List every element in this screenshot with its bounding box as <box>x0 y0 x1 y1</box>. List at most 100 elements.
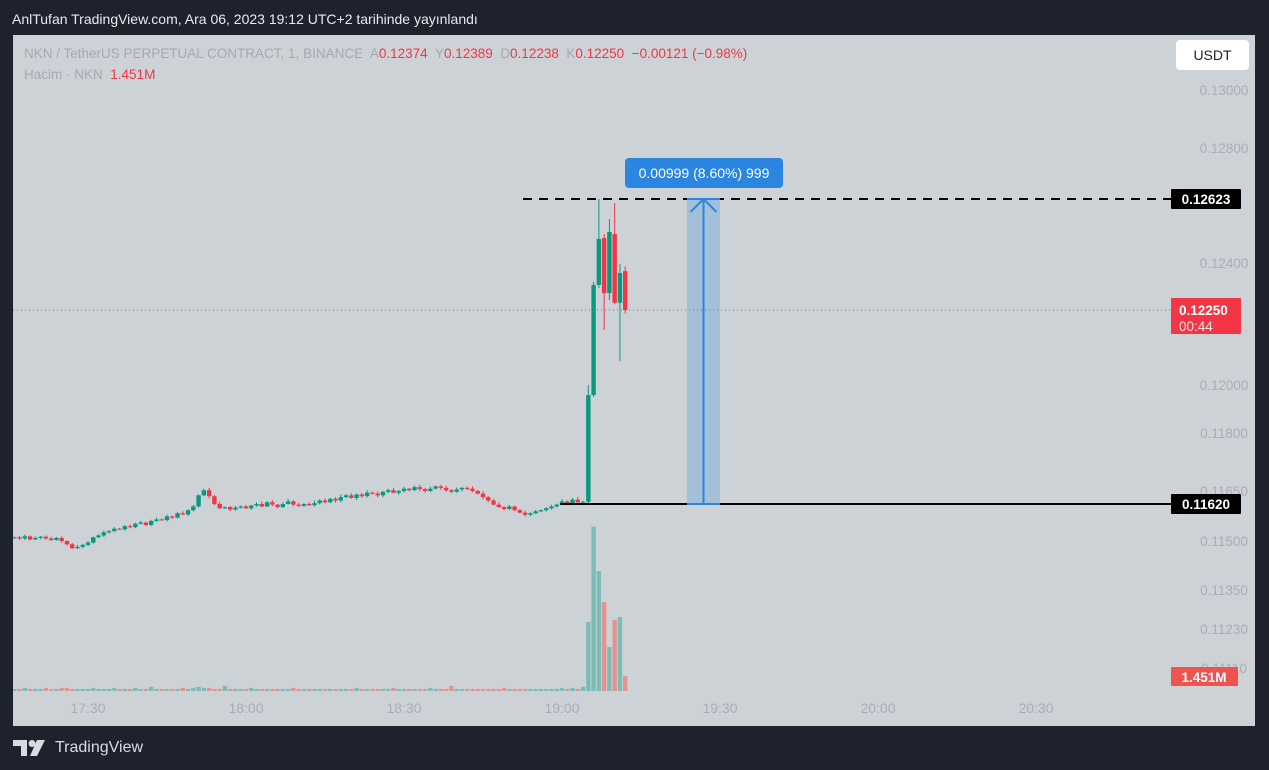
volume-bar <box>48 688 54 691</box>
y-tick-label: 0.12800 <box>1200 141 1249 156</box>
candle-body <box>349 495 354 498</box>
volume-bar <box>570 687 575 691</box>
volume-bar <box>396 688 401 691</box>
volume-bar <box>27 688 33 691</box>
candle-body <box>106 531 112 533</box>
volume-bar <box>264 688 270 691</box>
candle-body <box>601 238 607 294</box>
volume-bar <box>612 619 617 691</box>
candle-body <box>396 491 401 493</box>
volume-bar <box>122 688 128 691</box>
volume-bar <box>175 688 180 691</box>
candle-body <box>122 526 128 530</box>
candle-body <box>533 511 538 514</box>
price-label-box <box>1171 189 1241 209</box>
y-tick-label: 0.13000 <box>1200 83 1249 98</box>
volume-bar <box>296 688 301 691</box>
volume-bar <box>212 688 217 691</box>
volume-bar <box>375 688 380 691</box>
close-label: K <box>566 46 576 61</box>
symbol-title[interactable]: NKN / TetherUS PERPETUAL CONTRACT, 1, BI… <box>24 46 364 61</box>
volume-bar <box>164 688 170 691</box>
candle-body <box>264 502 270 507</box>
candle-body <box>475 491 480 494</box>
volume-badge <box>1171 666 1238 686</box>
candle-body <box>243 506 249 509</box>
y-tick-label: 0.11230 <box>1200 622 1248 637</box>
chart-pane[interactable]: 0.13000 0.12800 0.12400 0.12000 0.11800 0.116… <box>13 35 1255 726</box>
volume-bar <box>380 688 386 691</box>
candle-body <box>522 512 528 515</box>
candle-body <box>222 507 228 509</box>
candle-body <box>85 542 91 545</box>
volume-bar <box>22 687 27 691</box>
tradingview-logo[interactable]: TradingView <box>13 739 143 757</box>
measure-tool[interactable]: 0.00999 (8.60%) 999 <box>625 158 783 505</box>
price-chart[interactable]: 0.13000 0.12800 0.12400 0.12000 0.11800 0.116… <box>13 35 1255 726</box>
candle-body <box>380 491 386 496</box>
volume-bar <box>38 688 43 691</box>
currency-button[interactable]: USDT <box>1176 40 1249 70</box>
candle-body <box>465 487 470 489</box>
volume-bar <box>243 688 249 691</box>
low-value: 0.12238 <box>510 46 559 61</box>
candle-body <box>191 506 196 511</box>
volume-bar <box>407 688 412 691</box>
volume-bar <box>85 688 91 691</box>
y-tick-label: 0.12000 <box>1200 378 1249 393</box>
volume-bar <box>185 688 191 691</box>
volume-bar <box>470 688 475 691</box>
candle-body <box>291 501 296 505</box>
volume-bar <box>538 688 544 691</box>
candle-body <box>354 494 359 498</box>
candle-body <box>159 519 164 521</box>
candle-body <box>359 494 365 497</box>
candle-body <box>27 536 33 540</box>
volume-bar <box>465 688 470 691</box>
candle-body <box>401 488 407 491</box>
candle-body <box>391 490 396 493</box>
volume-bar <box>249 687 254 691</box>
volume-bar <box>591 526 596 691</box>
volume-bar <box>422 688 428 691</box>
current-price-badge <box>1171 298 1241 334</box>
volume-bar <box>623 675 628 691</box>
volume-bar <box>517 688 523 691</box>
volume-bar <box>391 687 396 691</box>
volume-value: 1.451M <box>110 67 156 82</box>
candle-body <box>296 504 301 506</box>
candle-body <box>364 492 370 497</box>
candle-body <box>249 505 254 509</box>
volume-bar <box>333 688 338 691</box>
candle-body <box>422 489 428 491</box>
volume-bar <box>386 688 391 691</box>
volume-bar <box>549 688 554 691</box>
volume-bar <box>322 688 328 691</box>
x-tick-label: 19:00 <box>544 700 579 716</box>
price-label: 0.12623 <box>1182 192 1231 207</box>
y-tick-label: 0.12400 <box>1200 256 1249 271</box>
close-value: 0.12250 <box>575 46 625 61</box>
candle-body <box>612 234 617 303</box>
candle-body <box>486 497 491 501</box>
candle-body <box>275 504 280 508</box>
candle-body <box>322 500 328 503</box>
candle-body <box>164 516 170 521</box>
candle-body <box>70 544 75 549</box>
measure-label-box <box>625 158 783 188</box>
candle-body <box>154 519 159 521</box>
candle-body <box>33 537 38 540</box>
volume-bar <box>149 686 154 691</box>
candle-body <box>75 546 80 549</box>
price-label-box <box>1171 494 1241 514</box>
volume-bar <box>617 617 623 691</box>
open-label: A <box>369 46 379 61</box>
candle-body <box>233 507 238 510</box>
candle-body <box>238 506 243 508</box>
volume-bar <box>54 688 59 691</box>
volume-label[interactable]: Hacim · NKN <box>24 67 103 82</box>
volume-bar <box>17 688 22 691</box>
measure-label: 0.00999 (8.60%) 999 <box>639 165 770 181</box>
volume-bar <box>443 688 449 691</box>
volume-bar <box>201 687 207 691</box>
